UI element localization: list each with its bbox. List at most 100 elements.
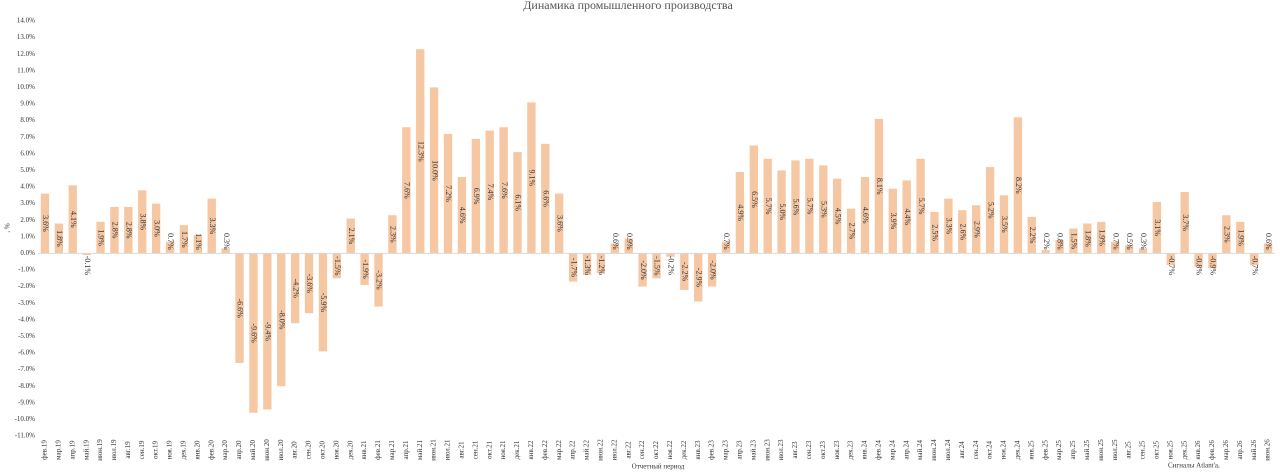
data-label: 4.6% (861, 207, 870, 224)
x-tick-label: фев.23 (708, 440, 716, 460)
data-label: 6.5% (750, 191, 759, 208)
bar (1180, 191, 1189, 254)
data-label: 0.2% (1042, 233, 1051, 250)
bar (985, 167, 995, 254)
bar (874, 118, 884, 254)
x-tick-label: июн.24 (930, 439, 938, 461)
data-label: 0.3% (1139, 233, 1148, 250)
data-label: 3.0% (152, 220, 161, 237)
y-tick-label: -9.0% (18, 398, 35, 406)
data-label: -9.6% (250, 323, 259, 343)
x-tick-label: июн.25 (1097, 439, 1105, 461)
y-tick-label: 9.0% (20, 100, 35, 108)
x-axis-label: Отчетный период (632, 463, 685, 471)
data-label: -1.5% (653, 256, 662, 276)
y-tick-label: -1.0% (18, 266, 35, 274)
bar (40, 193, 50, 254)
x-tick-label: фев.21 (374, 440, 382, 460)
data-label: 4.5% (833, 208, 842, 225)
x-tick-label: ноя.24 (1000, 440, 1008, 460)
data-label: 2.8% (111, 222, 120, 239)
bar (666, 253, 675, 257)
data-label: -8.0% (277, 310, 286, 330)
data-label: 2.6% (958, 223, 967, 240)
x-tick-label: фев.24 (874, 440, 882, 460)
bar (707, 253, 717, 287)
bar (332, 253, 341, 279)
data-label: 0.7% (722, 233, 731, 250)
y-tick-label: 3.0% (20, 199, 35, 207)
bar (1069, 228, 1078, 254)
bar (513, 152, 522, 254)
x-tick-label: апр.26 (1236, 440, 1244, 460)
bar (360, 253, 369, 285)
x-tick-label: дек.23 (847, 440, 855, 459)
bar (1138, 248, 1148, 254)
x-tick-label: июл.19 (110, 439, 118, 461)
bar (972, 205, 981, 254)
bar (416, 49, 425, 254)
bar (1055, 240, 1064, 254)
x-tick-label: янв.23 (694, 440, 702, 460)
data-label: 2.3% (1223, 226, 1232, 243)
bar (680, 253, 689, 290)
data-label: 5.7% (806, 198, 815, 215)
x-tick-label: май.19 (82, 440, 90, 460)
bar (860, 177, 870, 254)
bar (1097, 221, 1106, 254)
data-label: 3.6% (41, 215, 50, 232)
data-label: 4.6% (458, 207, 467, 224)
bar (207, 198, 216, 254)
y-tick-label: -3.0% (18, 299, 35, 307)
x-tick-label: авг.24 (958, 441, 966, 459)
data-label: 8.1% (875, 178, 884, 195)
data-label: 3.9% (889, 213, 898, 230)
x-tick-label: авг.25 (1125, 441, 1133, 459)
bar (1013, 117, 1023, 254)
data-label: 5.6% (792, 199, 801, 216)
x-tick-label: июн.19 (96, 439, 104, 461)
data-label: -1.9% (361, 260, 370, 280)
bar (958, 210, 967, 254)
data-label: 3.8% (138, 214, 147, 231)
x-tick-label: ноя.19 (166, 440, 174, 460)
data-label: 3.6% (555, 215, 564, 232)
data-label: 5.2% (986, 202, 995, 219)
y-tick-label: 10.0% (17, 83, 35, 91)
x-tick-label: июл.20 (277, 439, 285, 461)
x-tick-label: апр.24 (902, 440, 910, 460)
x-tick-label: фев.19 (41, 440, 49, 460)
data-label: 1.8% (1084, 230, 1093, 247)
bar (916, 158, 925, 254)
x-tick-label: дек.21 (513, 440, 521, 459)
bar (235, 253, 244, 363)
bar (735, 172, 745, 254)
data-label: 0.5% (1125, 233, 1134, 250)
bar (179, 225, 189, 254)
data-label: 8.2% (1014, 177, 1023, 194)
x-tick-label: окт.21 (485, 440, 493, 459)
x-tick-label: апр.22 (569, 440, 577, 460)
x-tick-label: фев.26 (1208, 440, 1216, 460)
x-tick-label: апр.21 (402, 440, 410, 460)
bar (624, 238, 633, 254)
x-tick-label: июл.22 (610, 439, 618, 461)
x-tick-label: июн.20 (263, 439, 271, 461)
bar (151, 203, 161, 254)
chart-title: Динамика промышленного производства (523, 0, 733, 12)
data-label: 0.6% (611, 233, 620, 250)
data-label: -9.4% (263, 322, 272, 342)
bar (1152, 201, 1162, 254)
bar (846, 208, 856, 254)
x-tick-label: окт.23 (819, 440, 827, 459)
data-label: 4.1% (69, 211, 78, 228)
y-tick-label: 8.0% (20, 116, 35, 124)
bar (791, 160, 800, 254)
x-tick-label: янв.22 (527, 440, 535, 460)
data-label: 12.3% (416, 141, 425, 162)
data-label: 1.1% (194, 233, 203, 250)
y-tick-label: 0.0% (20, 249, 35, 257)
bar (1222, 215, 1231, 254)
x-tick-label: апр.19 (68, 440, 76, 460)
x-tick-label: ноя.23 (833, 440, 841, 460)
